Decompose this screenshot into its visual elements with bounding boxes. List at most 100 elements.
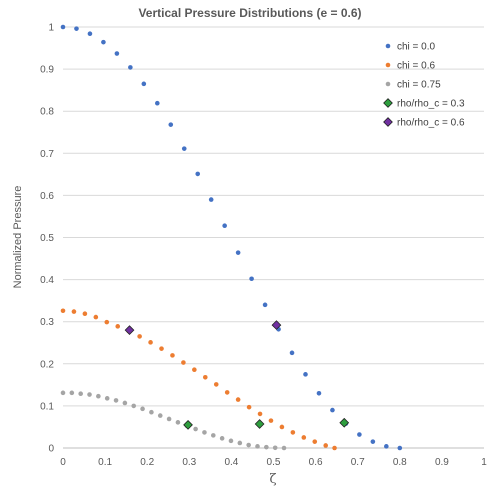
x-tick-label: 0.2 (140, 457, 154, 468)
chart-title: Vertical Pressure Distributions (e = 0.6… (138, 6, 361, 20)
legend-label: chi = 0.75 (397, 80, 441, 91)
x-tick-labels: 0 0.1 0.2 0.3 0.4 0.5 0.6 0.7 0.8 0.9 1 (60, 457, 487, 468)
data-point (113, 398, 119, 403)
data-point (181, 146, 187, 151)
legend-label: chi = 0.6 (397, 61, 436, 72)
legend-marker (385, 81, 391, 87)
data-point (115, 324, 121, 329)
x-tick-label: 1 (481, 457, 487, 468)
data-point (208, 197, 214, 202)
x-tick-label: 0.3 (182, 457, 196, 468)
x-tick-label: 0.7 (351, 457, 365, 468)
data-point (60, 390, 66, 396)
data-point (74, 26, 79, 31)
data-point (69, 390, 75, 396)
legend-label: rho/rho_c = 0.3 (397, 99, 465, 110)
data-point (255, 444, 260, 449)
data-point (140, 406, 145, 412)
data-point (272, 445, 278, 451)
y-axis-label: Normalized Pressure (12, 186, 24, 289)
data-point (87, 31, 93, 37)
y-tick-label: 0.5 (40, 233, 54, 244)
data-point (301, 435, 307, 440)
data-point (268, 418, 274, 423)
data-point (332, 445, 337, 451)
data-point-diamond (254, 419, 265, 429)
data-point (312, 439, 318, 444)
data-point (155, 100, 160, 106)
data-point (235, 397, 241, 402)
data-series (60, 24, 403, 451)
data-point (281, 445, 287, 451)
data-point (195, 171, 201, 177)
data-point (60, 24, 66, 30)
data-point (71, 309, 77, 314)
data-point (128, 65, 133, 70)
data-point (122, 400, 128, 406)
y-tick-label: 0.6 (40, 191, 54, 202)
x-tick-label: 0.5 (267, 457, 281, 468)
data-point (264, 444, 269, 450)
data-point (166, 416, 172, 422)
data-point (219, 436, 225, 441)
series-5 (124, 320, 282, 335)
data-point (101, 39, 106, 45)
data-point (235, 250, 241, 255)
legend-marker (385, 43, 391, 49)
legend-item: chi = 0.6 (385, 61, 436, 72)
data-point (213, 382, 219, 387)
data-point-diamond (124, 325, 135, 335)
data-point (159, 346, 164, 351)
data-point-diamond (339, 417, 350, 428)
data-point (289, 350, 295, 356)
data-point (148, 340, 153, 345)
data-point (224, 390, 230, 395)
data-point (303, 372, 308, 377)
data-point (246, 442, 251, 448)
legend-marker (385, 62, 391, 68)
series-4 (183, 417, 350, 430)
y-tick-label: 0.8 (40, 107, 54, 118)
y-tick-label: 0.7 (40, 149, 54, 160)
data-point (114, 51, 120, 56)
data-point (279, 424, 285, 430)
data-point (237, 440, 243, 446)
data-point (93, 314, 99, 320)
legend-item: chi = 0.0 (385, 42, 436, 53)
x-tick-label: 0.9 (435, 457, 449, 468)
data-point (96, 393, 101, 399)
legend-marker (383, 117, 393, 127)
data-point (149, 409, 154, 415)
legend-item: chi = 0.75 (385, 80, 441, 91)
data-point (228, 438, 234, 444)
data-point (202, 374, 208, 380)
data-point (257, 411, 263, 417)
x-tick-label: 0 (60, 457, 66, 468)
data-point (104, 396, 110, 401)
data-point (330, 407, 335, 413)
data-point (87, 392, 92, 397)
data-point (175, 420, 181, 425)
x-tick-label: 0.1 (98, 457, 112, 468)
data-point (137, 334, 142, 339)
data-point (78, 391, 83, 396)
data-point (170, 353, 175, 358)
data-point (168, 122, 174, 127)
data-point (210, 433, 216, 438)
data-point (249, 276, 254, 282)
y-tick-labels: 0 0.1 0.2 0.3 0.4 0.5 0.6 0.7 0.8 0.9 1 (40, 23, 54, 455)
legend-item: rho/rho_c = 0.6 (383, 117, 465, 129)
data-point (222, 223, 227, 229)
data-point (246, 404, 252, 410)
y-tick-label: 0.2 (40, 359, 54, 370)
data-point (262, 302, 268, 308)
series-1 (60, 24, 403, 451)
x-tick-label: 0.8 (393, 457, 407, 468)
data-point (181, 360, 186, 365)
data-point-diamond (271, 320, 282, 330)
data-point (192, 367, 197, 372)
legend-label: rho/rho_c = 0.6 (397, 118, 465, 129)
y-tick-label: 0.1 (40, 401, 54, 412)
data-point (323, 443, 329, 448)
